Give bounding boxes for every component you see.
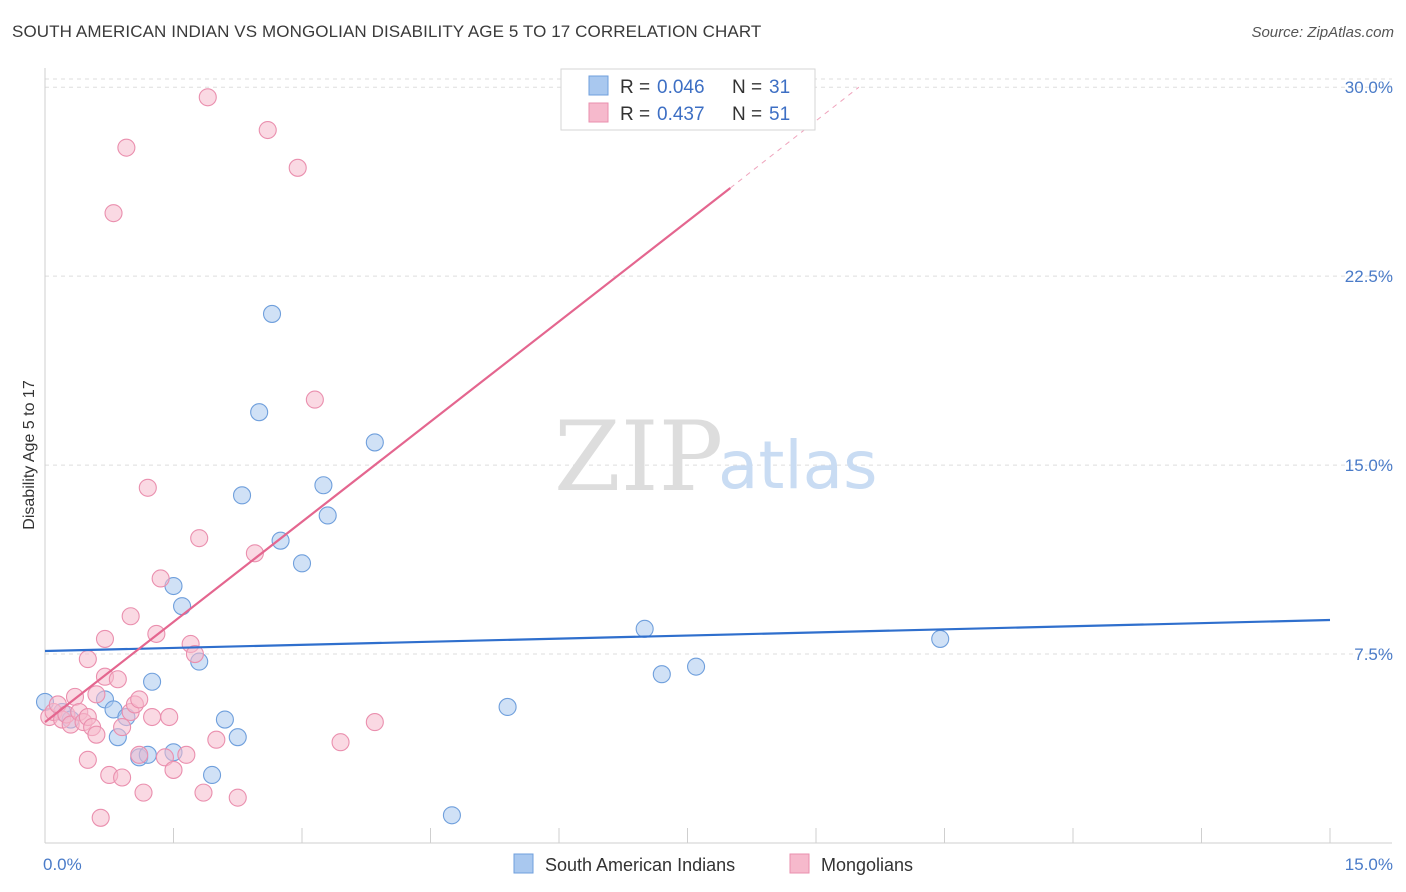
point-south-american-indians [262, 304, 282, 323]
point-south-american-indians [232, 486, 252, 505]
point-mongolians [130, 745, 149, 764]
point-mongolians [87, 685, 106, 704]
point-mongolians [113, 768, 132, 787]
point-mongolians [185, 644, 204, 664]
x-tick-label: 0.0% [43, 855, 82, 874]
y-tick-label: 7.5% [1354, 645, 1393, 664]
point-mongolians [228, 788, 247, 807]
point-south-american-indians [498, 697, 517, 717]
point-mongolians [190, 529, 209, 548]
point-mongolians [87, 725, 106, 744]
point-mongolians [108, 670, 127, 689]
bottom-legend-label-pink: Mongolians [821, 855, 913, 875]
legend-n-value-pink: 51 [769, 104, 790, 125]
point-mongolians [245, 544, 264, 563]
point-mongolians [143, 707, 162, 727]
legend-swatch-blue [588, 75, 609, 96]
y-tick-label: 30.0% [1345, 78, 1393, 97]
point-south-american-indians [635, 619, 654, 638]
watermark-zip: ZIP [554, 401, 723, 513]
grid-layer [45, 78, 1392, 655]
legend-swatch-pink [588, 102, 609, 123]
point-mongolians [95, 629, 115, 648]
legend-r-value-pink: 0.437 [657, 104, 705, 125]
watermark: ZIP atlas [554, 401, 878, 513]
point-mongolians [207, 730, 226, 749]
x-tick-label: 15.0% [1345, 855, 1393, 874]
point-south-american-indians [931, 629, 950, 648]
trendline-south-american-indians [44, 618, 1331, 653]
legend-r-label-blue: R = [620, 77, 650, 98]
point-mongolians [198, 88, 217, 107]
y-tick-label: 15.0% [1345, 456, 1393, 475]
bottom-legend-swatch-pink [789, 853, 810, 874]
chart-title: SOUTH AMERICAN INDIAN VS MONGOLIAN DISAB… [12, 22, 762, 41]
legend-n-label-pink: N = [732, 104, 762, 125]
watermark-atlas: atlas [718, 427, 878, 504]
point-mongolians [365, 713, 384, 732]
point-mongolians [151, 569, 170, 588]
legend-n-label-blue: N = [732, 77, 762, 98]
point-south-american-indians [215, 710, 234, 729]
bottom-legend-label-blue: South American Indians [545, 855, 735, 875]
point-south-american-indians [365, 433, 384, 452]
point-mongolians [78, 650, 97, 669]
point-south-american-indians [687, 657, 706, 676]
source-label: Source: ZipAtlas.com [1251, 24, 1394, 41]
point-south-american-indians [314, 476, 333, 495]
point-mongolians [194, 783, 213, 802]
y-tick-label: 22.5% [1345, 267, 1393, 286]
trendline-mongolians [44, 187, 732, 723]
point-mongolians [78, 750, 97, 769]
point-mongolians [138, 478, 157, 497]
point-mongolians [113, 718, 132, 737]
point-mongolians [104, 204, 123, 223]
point-south-american-indians [318, 506, 337, 525]
y-axis-label: Disability Age 5 to 17 [21, 380, 38, 530]
legend-r-label-pink: R = [620, 104, 650, 125]
point-mongolians [130, 690, 149, 709]
point-mongolians [121, 607, 140, 626]
point-south-american-indians [442, 806, 461, 825]
trend-layer [44, 86, 1331, 723]
point-mongolians [91, 808, 110, 827]
point-south-american-indians [250, 403, 269, 422]
bottom-legend: South American Indians Mongolians [513, 853, 913, 875]
axes-layer: 7.5% 15.0% 22.5% 30.0% 0.0% 15.0% [43, 68, 1393, 874]
point-south-american-indians [143, 672, 162, 691]
point-mongolians [164, 760, 183, 779]
point-south-american-indians [652, 665, 671, 684]
point-mongolians [305, 390, 324, 409]
point-mongolians [160, 707, 179, 727]
point-mongolians [155, 748, 174, 767]
legend-n-value-blue: 31 [769, 77, 790, 98]
point-mongolians [331, 733, 350, 752]
point-mongolians [258, 120, 277, 140]
point-south-american-indians [292, 554, 312, 573]
legend-r-value-blue: 0.046 [657, 77, 705, 98]
point-mongolians [117, 138, 136, 157]
point-south-american-indians [173, 597, 192, 616]
point-south-american-indians [203, 765, 222, 785]
trendline-mongolians-extension [730, 86, 860, 189]
point-mongolians [288, 158, 307, 177]
point-mongolians [134, 783, 153, 802]
top-legend: R = 0.046 N = 31 R = 0.437 N = 51 [560, 68, 816, 131]
point-mongolians [177, 745, 196, 764]
point-south-american-indians [228, 728, 247, 747]
bottom-legend-swatch-blue [513, 853, 534, 874]
